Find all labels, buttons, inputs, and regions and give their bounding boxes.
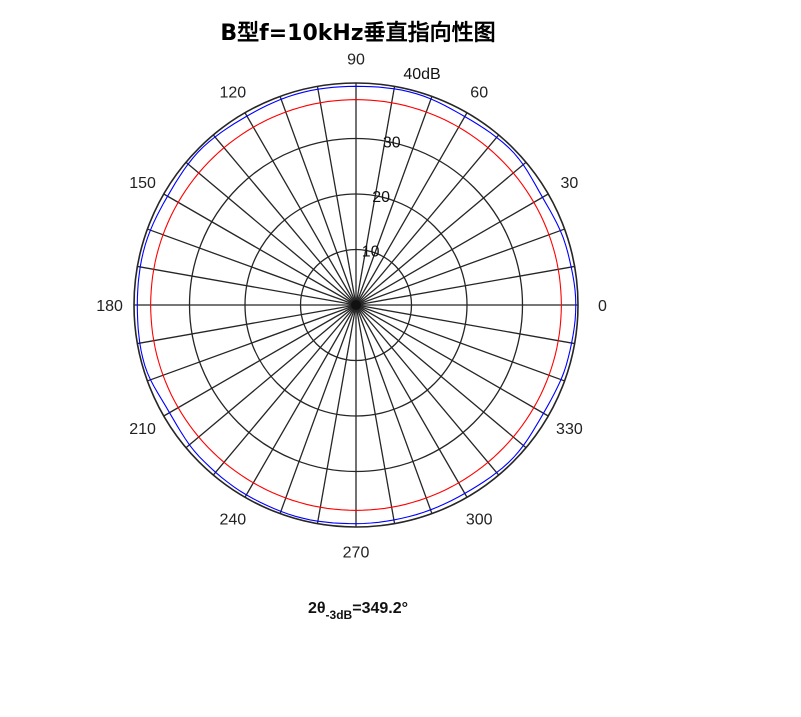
- series-line: [150, 99, 562, 511]
- radial-tick-label: 10: [362, 244, 380, 261]
- radial-unit-label: 40dB: [403, 66, 440, 83]
- theta-tick-label: 240: [219, 511, 246, 528]
- annotation-subscript: -3dB: [326, 608, 353, 622]
- theta-tick-label: 120: [219, 85, 246, 102]
- outer-ring: [133, 82, 579, 528]
- theta-tick-label: 90: [347, 52, 365, 69]
- theta-tick-label: 180: [96, 298, 123, 315]
- theta-tick-label: 60: [470, 85, 488, 102]
- center-hub: [351, 300, 361, 310]
- annotation-main: 2θ: [308, 600, 326, 617]
- theta-tick-label: 300: [466, 511, 493, 528]
- theta-tick-label: 330: [556, 421, 583, 438]
- series-line: [136, 85, 577, 525]
- tick-labels: 0 30 60 90 120 150 180 210 240 270 300 330 10 20 30: [96, 52, 607, 562]
- theta-tick-label: 0: [598, 298, 607, 315]
- theta-tick-label: 150: [129, 175, 156, 192]
- beamwidth-annotation: 2θ-3dB=349.2°: [308, 600, 408, 622]
- theta-tick-label: 30: [561, 175, 579, 192]
- radial-tick-label: 30: [383, 135, 401, 152]
- radial-tick-label: 20: [372, 189, 390, 206]
- theta-tick-label: 270: [343, 544, 370, 561]
- theta-tick-label: 210: [129, 421, 156, 438]
- annotation-value: =349.2°: [352, 600, 408, 617]
- polar-grid: [133, 82, 579, 528]
- grid-ring: [244, 193, 468, 417]
- chart-title: B型f=10kHz垂直指向性图: [220, 20, 495, 46]
- grid-ring: [188, 137, 524, 473]
- series-layer: [136, 85, 577, 525]
- grid-ring: [299, 248, 413, 362]
